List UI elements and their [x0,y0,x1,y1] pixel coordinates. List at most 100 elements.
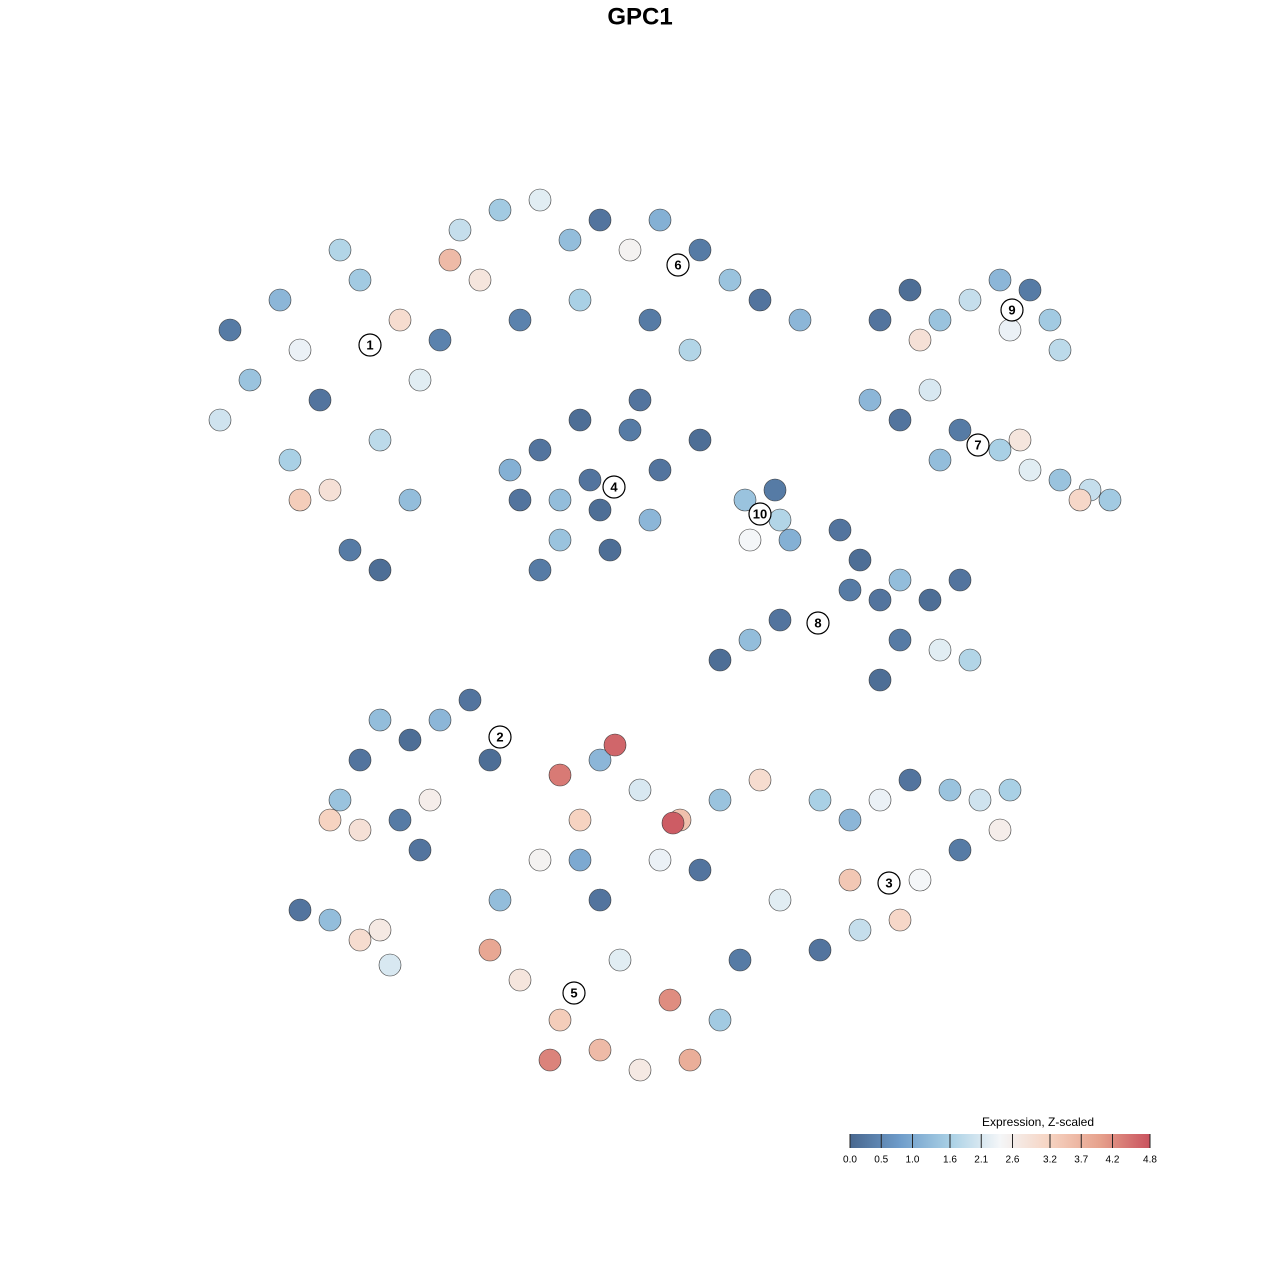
point [748,288,772,312]
point [638,508,662,532]
point [528,558,552,582]
point [218,318,242,342]
point [948,568,972,592]
point [718,268,742,292]
point [548,488,572,512]
colorbar-tick-label: 1.6 [943,1155,957,1166]
point [708,788,732,812]
point [898,768,922,792]
point [658,988,682,1012]
point [888,628,912,652]
point [318,908,342,932]
colorbar-tick-label: 2.1 [974,1155,988,1166]
cluster-label: 10 [753,506,767,521]
point [618,418,642,442]
point [768,608,792,632]
point [708,1008,732,1032]
point [528,848,552,872]
point [388,308,412,332]
point [458,688,482,712]
point [388,808,412,832]
colorbar: Expression, Z-scaled 0.0 0.5 1.0 1.6 2.1 2.6 3… [843,1115,1157,1165]
point [928,448,952,472]
colorbar-tick-label: 4.2 [1106,1155,1120,1166]
point [368,558,392,582]
point [928,308,952,332]
point [488,198,512,222]
point [688,858,712,882]
point [958,288,982,312]
point [648,208,672,232]
point [688,238,712,262]
point [428,328,452,352]
point [568,288,592,312]
point [548,763,572,787]
colorbar-tick-label: 0.5 [874,1155,888,1166]
cluster-badge [806,611,830,635]
point [763,478,787,502]
point [588,888,612,912]
point [868,788,892,812]
cluster-badge [666,253,690,277]
point [528,438,552,462]
point [588,498,612,522]
point [268,288,292,312]
point [888,408,912,432]
point [908,328,932,352]
point [488,888,512,912]
cluster-label: 7 [974,437,981,452]
point [348,818,372,842]
point [438,248,462,272]
point [628,778,652,802]
point [838,808,862,832]
point [548,1008,572,1032]
point [528,188,552,212]
point [428,708,452,732]
point [738,628,762,652]
point [378,953,402,977]
point [948,838,972,862]
cluster-label: 1 [366,337,373,352]
point [368,918,392,942]
point [478,748,502,772]
point [1048,338,1072,362]
point [628,1058,652,1082]
point [348,268,372,292]
point [588,748,612,772]
point [678,338,702,362]
points [208,188,1122,1082]
point [508,308,532,332]
cluster-labels: 1 2 3 4 5 6 7 8 9 10 [358,253,1024,1005]
point [888,568,912,592]
point [648,458,672,482]
colorbar-tick-label: 3.7 [1074,1155,1088,1166]
point [508,488,532,512]
point [348,928,372,952]
point [728,948,752,972]
point [568,808,592,832]
point [661,811,685,835]
cluster-badge [562,981,586,1005]
point [418,788,442,812]
point [688,428,712,452]
point [788,308,812,332]
point [1018,278,1042,302]
point [278,448,302,472]
point [918,378,942,402]
point [733,488,757,512]
point [408,838,432,862]
point [738,528,762,552]
point [288,488,312,512]
point [958,648,982,672]
point [868,668,892,692]
point [828,518,852,542]
point [468,268,492,292]
cluster-badge [748,502,772,526]
point [318,478,342,502]
point [568,848,592,872]
point [648,848,672,872]
point [448,218,472,242]
point [1048,468,1072,492]
point [328,238,352,262]
point [768,888,792,912]
